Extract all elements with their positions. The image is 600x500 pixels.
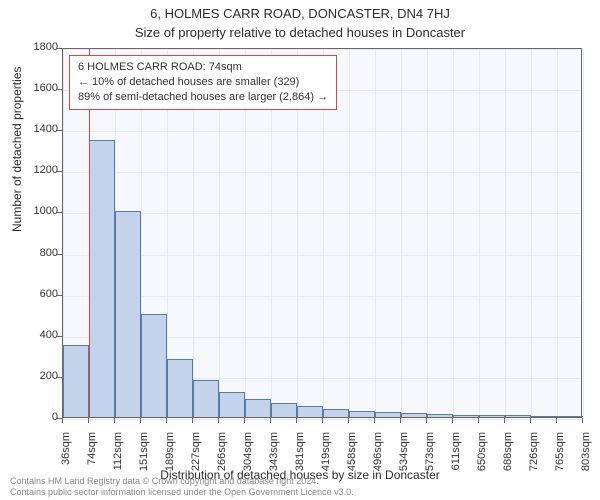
- histogram-bar: [271, 403, 297, 417]
- annotation-line1: 6 HOLMES CARR ROAD: 74sqm: [78, 60, 328, 75]
- histogram-bar: [479, 415, 505, 417]
- chart-subtitle: Size of property relative to detached ho…: [0, 21, 600, 40]
- y-tick-label: 400: [18, 329, 58, 341]
- x-tick-label: 611sqm: [450, 432, 462, 492]
- histogram-bar: [63, 345, 89, 417]
- y-tick-label: 1600: [18, 82, 58, 94]
- histogram-bar: [297, 406, 323, 417]
- annotation-box: 6 HOLMES CARR ROAD: 74sqm ← 10% of detac…: [69, 55, 337, 110]
- chart-area: 6 HOLMES CARR ROAD: 74sqm ← 10% of detac…: [62, 48, 582, 418]
- histogram-bar: [401, 413, 427, 417]
- x-tick-label: 803sqm: [580, 432, 592, 492]
- x-tick-label: 496sqm: [372, 432, 384, 492]
- histogram-bar: [167, 359, 193, 417]
- histogram-bar: [245, 399, 271, 418]
- footer-line2: Contains public sector information licen…: [10, 487, 354, 498]
- histogram-bar: [219, 392, 245, 417]
- x-tick-label: 650sqm: [476, 432, 488, 492]
- x-tick-label: 534sqm: [398, 432, 410, 492]
- y-tick-label: 1400: [18, 123, 58, 135]
- y-tick-label: 200: [18, 370, 58, 382]
- y-tick-label: 600: [18, 288, 58, 300]
- x-tick-label: 573sqm: [424, 432, 436, 492]
- footer-attribution: Contains HM Land Registry data © Crown c…: [10, 476, 354, 498]
- chart-title: 6, HOLMES CARR ROAD, DONCASTER, DN4 7HJ: [0, 0, 600, 21]
- histogram-bar: [453, 415, 479, 417]
- histogram-bar: [557, 416, 583, 417]
- histogram-bar: [427, 414, 453, 417]
- histogram-bar: [141, 314, 167, 417]
- x-tick-label: 688sqm: [502, 432, 514, 492]
- plot-area: 6 HOLMES CARR ROAD: 74sqm ← 10% of detac…: [62, 48, 582, 418]
- annotation-line3: 89% of semi-detached houses are larger (…: [78, 90, 328, 105]
- histogram-bar: [531, 416, 557, 417]
- histogram-bar: [89, 140, 115, 418]
- y-tick-label: 1800: [18, 41, 58, 53]
- y-tick-label: 1200: [18, 164, 58, 176]
- histogram-bar: [375, 412, 401, 417]
- annotation-line2: ← 10% of detached houses are smaller (32…: [78, 75, 328, 90]
- histogram-bar: [349, 411, 375, 417]
- y-tick-label: 1000: [18, 205, 58, 217]
- histogram-bar: [115, 211, 141, 417]
- histogram-bar: [505, 415, 531, 417]
- footer-line1: Contains HM Land Registry data © Crown c…: [10, 476, 354, 487]
- histogram-bar: [193, 380, 219, 417]
- x-tick-label: 765sqm: [554, 432, 566, 492]
- x-tick-label: 726sqm: [528, 432, 540, 492]
- y-tick-label: 0: [18, 411, 58, 423]
- histogram-bar: [323, 409, 349, 417]
- y-tick-label: 800: [18, 247, 58, 259]
